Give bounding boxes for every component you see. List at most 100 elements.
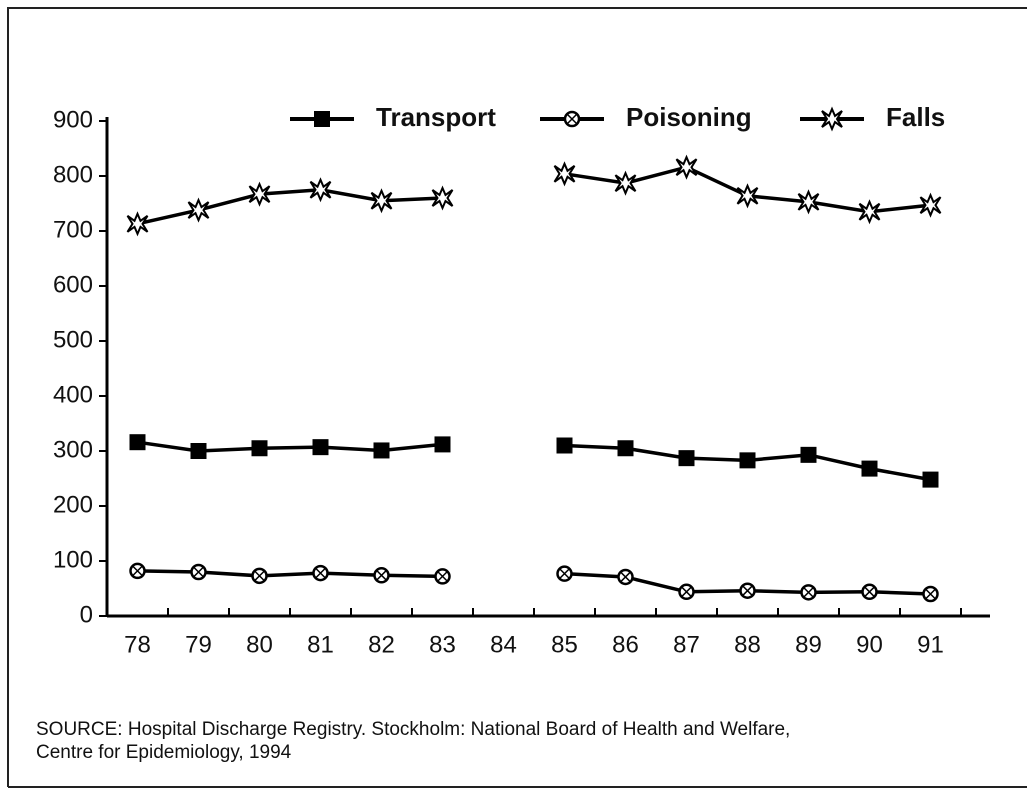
x-tick-label: 82 <box>368 631 395 658</box>
point <box>190 443 207 459</box>
point <box>251 440 268 457</box>
point <box>861 460 878 477</box>
point <box>858 199 881 225</box>
legend-label: Poisoning <box>626 102 752 132</box>
marker-part <box>129 434 146 451</box>
x-tick-label: 90 <box>856 631 883 658</box>
marker-part <box>314 111 330 127</box>
marker-part <box>680 586 693 598</box>
marker-part <box>736 183 759 209</box>
point <box>431 185 454 211</box>
point <box>617 568 634 586</box>
marker-part <box>619 571 632 583</box>
marker-part <box>566 113 578 125</box>
legend-label: Falls <box>886 102 945 132</box>
marker-part <box>675 154 698 180</box>
x-tick-label: 88 <box>734 631 761 658</box>
x-tick-label: 83 <box>429 631 456 658</box>
x-tick-label: 89 <box>795 631 822 658</box>
legend-marker <box>314 111 330 127</box>
point <box>739 582 756 599</box>
point <box>556 437 573 454</box>
marker-part <box>861 460 878 477</box>
y-tick-label: 400 <box>53 381 93 408</box>
x-tick-label: 84 <box>490 631 517 658</box>
point <box>614 170 637 196</box>
point <box>736 183 759 209</box>
legend-marker <box>821 106 843 132</box>
marker-part <box>924 588 937 600</box>
marker-part <box>556 437 573 454</box>
marker-part <box>373 442 390 459</box>
x-tick-label: 85 <box>551 631 578 658</box>
point <box>190 563 207 581</box>
marker-part <box>802 586 815 598</box>
x-tick-label: 81 <box>307 631 334 658</box>
point <box>373 442 390 459</box>
point <box>129 434 146 451</box>
marker-part <box>739 452 756 469</box>
marker-part <box>251 440 268 457</box>
point <box>129 562 146 580</box>
marker-part <box>253 570 266 582</box>
marker-part <box>131 565 144 577</box>
marker-part <box>800 446 817 463</box>
y-tick-label: 700 <box>53 216 93 243</box>
frame <box>7 7 1027 788</box>
point <box>919 192 942 218</box>
marker-part <box>126 211 149 237</box>
point <box>251 567 268 585</box>
marker-part <box>314 567 327 579</box>
point <box>309 177 332 203</box>
point <box>312 564 329 582</box>
point <box>922 585 939 603</box>
marker-part <box>312 439 329 456</box>
point <box>678 450 695 467</box>
point <box>312 439 329 456</box>
y-tick-label: 300 <box>53 436 93 463</box>
marker-part <box>741 585 754 597</box>
x-tick-label: 80 <box>246 631 273 658</box>
marker-part <box>678 450 695 467</box>
point <box>373 567 390 584</box>
point <box>922 471 939 488</box>
y-tick-label: 500 <box>53 326 93 353</box>
legend-label: Transport <box>376 102 496 132</box>
point <box>800 584 817 601</box>
y-tick-label: 100 <box>53 546 93 573</box>
marker-part <box>190 443 207 459</box>
y-tick-label: 0 <box>80 601 93 628</box>
marker-part <box>558 568 571 580</box>
x-tick-label: 86 <box>612 631 639 658</box>
marker-part <box>614 170 637 196</box>
marker-part <box>919 192 942 218</box>
source-line: Centre for Epidemiology, 1994 <box>36 742 292 763</box>
point <box>797 189 820 215</box>
marker-part <box>863 586 876 598</box>
marker-part <box>375 569 388 581</box>
point <box>187 197 210 223</box>
point <box>800 446 817 463</box>
x-tick-label: 78 <box>124 631 151 658</box>
y-tick-label: 900 <box>53 106 93 133</box>
point <box>678 583 695 601</box>
marker-part <box>434 436 451 453</box>
point <box>126 211 149 237</box>
y-tick-label: 600 <box>53 271 93 298</box>
marker-part <box>821 106 843 132</box>
point <box>434 436 451 453</box>
marker-part <box>922 471 939 488</box>
point <box>434 568 451 585</box>
point <box>675 154 698 180</box>
x-tick-label: 91 <box>917 631 944 658</box>
point <box>861 583 878 601</box>
marker-part <box>187 197 210 223</box>
point <box>617 440 634 457</box>
marker-part <box>617 440 634 457</box>
marker-part <box>309 177 332 203</box>
point <box>739 452 756 469</box>
marker-part <box>192 566 205 578</box>
marker-part <box>858 199 881 225</box>
x-tick-label: 79 <box>185 631 212 658</box>
